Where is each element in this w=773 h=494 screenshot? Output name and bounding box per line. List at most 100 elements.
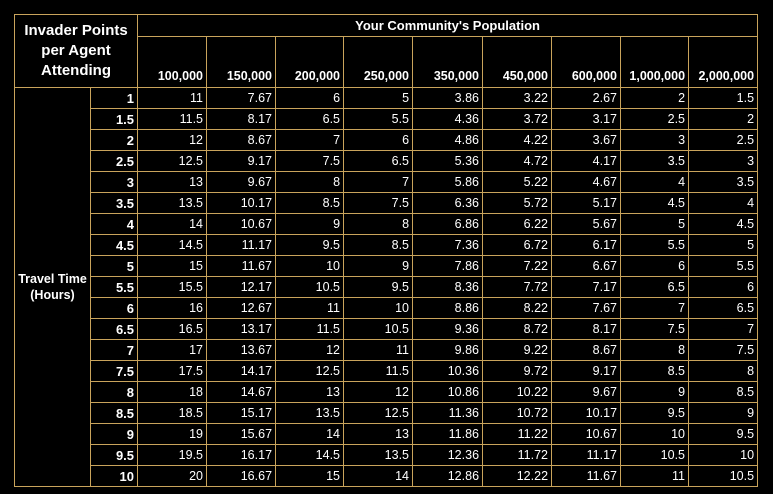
table-row: 5 15 11.67 10 9 7.86 7.22 6.67 6 5.5 [15, 255, 759, 277]
cell-value: 10 [343, 297, 414, 319]
cell-value: 7.5 [688, 339, 759, 361]
column-header: 450,000 [482, 36, 553, 88]
table-container: Invader Points per Agent Attending Your … [13, 14, 759, 487]
cell-value: 7 [688, 318, 759, 340]
cell-value: 14 [343, 465, 414, 487]
cell-value: 5 [620, 213, 690, 235]
cell-value: 10.67 [551, 423, 622, 445]
cell-value: 11.72 [482, 444, 553, 466]
cell-value: 11.36 [412, 402, 484, 424]
cell-value: 12.22 [482, 465, 553, 487]
cell-value: 3.17 [551, 108, 622, 130]
row-label: 3 [89, 171, 139, 193]
row-label: 5.5 [89, 276, 139, 298]
cell-value: 14 [275, 423, 345, 445]
cell-value: 8.72 [482, 318, 553, 340]
table-row: 4 14 10.67 9 8 6.86 6.22 5.67 5 4.5 [15, 213, 759, 235]
cell-value: 12 [137, 129, 208, 151]
cell-value: 6.5 [343, 150, 414, 172]
cell-value: 7 [620, 297, 690, 319]
row-group-label: Travel Time (Hours) [14, 87, 91, 487]
cell-value: 5.72 [482, 192, 553, 214]
cell-value: 12.86 [412, 465, 484, 487]
cell-value: 13.67 [206, 339, 277, 361]
row-label: 9.5 [89, 444, 139, 466]
cell-value: 17.5 [137, 360, 208, 382]
cell-value: 4.72 [482, 150, 553, 172]
cell-value: 9.5 [620, 402, 690, 424]
cell-value: 14.5 [275, 444, 345, 466]
cell-value: 11.22 [482, 423, 553, 445]
cell-value: 13.5 [275, 402, 345, 424]
cell-value: 13 [275, 381, 345, 403]
cell-value: 17 [137, 339, 208, 361]
cell-value: 9.5 [275, 234, 345, 256]
cell-value: 19 [137, 423, 208, 445]
cell-value: 18 [137, 381, 208, 403]
cell-value: 7.22 [482, 255, 553, 277]
cell-value: 10 [688, 444, 759, 466]
cell-value: 14.67 [206, 381, 277, 403]
cell-value: 10.17 [206, 192, 277, 214]
table-row: 7.5 17.5 14.17 12.5 11.5 10.36 9.72 9.17 8.5 8 [15, 360, 759, 382]
cell-value: 6 [688, 276, 759, 298]
cell-value: 3 [620, 129, 690, 151]
cell-value: 1.5 [688, 87, 759, 109]
cell-value: 9.72 [482, 360, 553, 382]
cell-value: 5 [343, 87, 414, 109]
cell-value: 8.17 [551, 318, 622, 340]
cell-value: 10.86 [412, 381, 484, 403]
cell-value: 3.5 [620, 150, 690, 172]
cell-value: 10.5 [688, 465, 759, 487]
cell-value: 4.5 [688, 213, 759, 235]
cell-value: 3.5 [688, 171, 759, 193]
cell-value: 9 [688, 402, 759, 424]
cell-value: 8.5 [688, 381, 759, 403]
cell-value: 3.22 [482, 87, 553, 109]
cell-value: 8.86 [412, 297, 484, 319]
cell-value: 11.67 [206, 255, 277, 277]
column-header: 200,000 [275, 36, 345, 88]
cell-value: 6 [343, 129, 414, 151]
cell-value: 7 [275, 129, 345, 151]
column-header: 350,000 [412, 36, 484, 88]
cell-value: 20 [137, 465, 208, 487]
cell-value: 18.5 [137, 402, 208, 424]
cell-value: 16.67 [206, 465, 277, 487]
cell-value: 4.67 [551, 171, 622, 193]
cell-value: 7.5 [620, 318, 690, 340]
cell-value: 12.67 [206, 297, 277, 319]
cell-value: 7.67 [551, 297, 622, 319]
cell-value: 2 [688, 108, 759, 130]
cell-value: 6 [620, 255, 690, 277]
header-row: Invader Points per Agent Attending Your … [13, 14, 759, 88]
cell-value: 10.5 [275, 276, 345, 298]
cell-value: 11.17 [551, 444, 622, 466]
cell-value: 7.86 [412, 255, 484, 277]
cell-value: 10.72 [482, 402, 553, 424]
cell-value: 9.17 [551, 360, 622, 382]
cell-value: 10 [620, 423, 690, 445]
cell-value: 6.67 [551, 255, 622, 277]
cell-value: 4.17 [551, 150, 622, 172]
cell-value: 6.5 [620, 276, 690, 298]
cell-value: 13.5 [137, 192, 208, 214]
cell-value: 13 [137, 171, 208, 193]
cell-value: 11 [137, 87, 208, 109]
cell-value: 7.17 [551, 276, 622, 298]
corner-label: Invader Points per Agent Attending [13, 14, 139, 88]
cell-value: 11 [275, 297, 345, 319]
cell-value: 8.36 [412, 276, 484, 298]
cell-value: 8.17 [206, 108, 277, 130]
row-label: 7.5 [89, 360, 139, 382]
cell-value: 8 [688, 360, 759, 382]
cell-value: 12.5 [275, 360, 345, 382]
table-row: 6.5 16.5 13.17 11.5 10.5 9.36 8.72 8.17 7.5 7 [15, 318, 759, 340]
cell-value: 6.72 [482, 234, 553, 256]
cell-value: 9.5 [688, 423, 759, 445]
cell-value: 15 [275, 465, 345, 487]
table-row: 10 20 16.67 15 14 12.86 12.22 11.67 11 10.5 [15, 465, 759, 487]
cell-value: 14.5 [137, 234, 208, 256]
cell-value: 11 [343, 339, 414, 361]
